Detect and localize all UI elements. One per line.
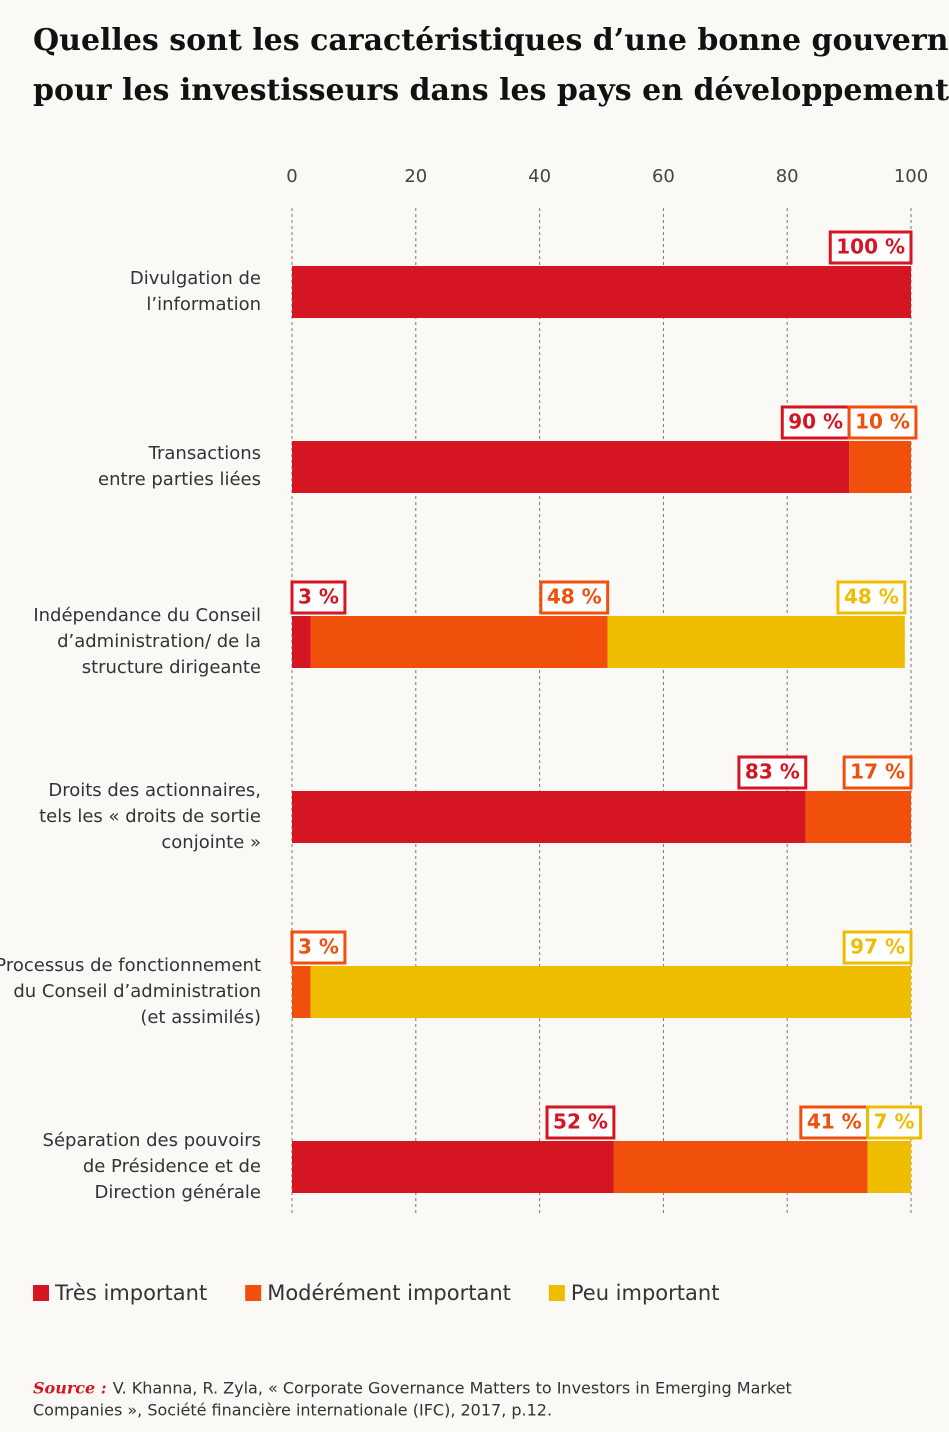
value-label: 90 % — [788, 410, 843, 434]
bar-segment — [310, 966, 911, 1018]
category-label: Transactions — [148, 443, 261, 464]
bar-segment — [805, 791, 911, 843]
category-label: (et assimilés) — [140, 1007, 261, 1028]
x-tick-label: 60 — [652, 166, 675, 187]
category-label: du Conseil d’administration — [13, 981, 261, 1002]
source-text: V. Khanna, R. Zyla, « Corporate Governan… — [113, 1379, 792, 1398]
category-label: entre parties liées — [98, 469, 261, 490]
bar-segment — [292, 1141, 614, 1193]
bar-segment — [292, 616, 311, 668]
value-label: 17 % — [850, 760, 905, 784]
value-label-frame — [290, 930, 347, 965]
bar-segment — [613, 1141, 868, 1193]
category-label: conjointe » — [161, 832, 261, 853]
category-label: de Présidence et de — [83, 1156, 261, 1177]
legend-label: Peu important — [571, 1281, 720, 1305]
value-label-box: 100 % — [828, 230, 913, 265]
value-label-box: 7 % — [866, 1105, 923, 1140]
bar-segment — [292, 791, 806, 843]
value-label-frame — [290, 580, 347, 615]
category-label: tels les « droits de sortie — [39, 806, 261, 827]
value-label-box: 41 % — [799, 1105, 870, 1140]
bar-segment — [292, 266, 911, 318]
value-label-frame — [539, 580, 610, 615]
value-label-frame — [799, 1105, 870, 1140]
category-label: d’administration/ de la — [57, 631, 261, 652]
source-text: Companies », Société financière internat… — [33, 1401, 552, 1420]
value-label-box: 48 % — [836, 580, 907, 615]
value-label: 100 % — [836, 235, 905, 259]
value-label-frame — [828, 230, 913, 265]
value-label-box: 3 % — [290, 930, 347, 965]
value-label-frame — [545, 1105, 616, 1140]
value-label: 3 % — [298, 585, 339, 609]
value-label-box: 17 % — [842, 755, 913, 790]
value-label: 48 % — [844, 585, 899, 609]
value-label: 41 % — [807, 1110, 862, 1134]
value-label: 97 % — [850, 935, 905, 959]
value-label-frame — [842, 755, 913, 790]
value-label: 52 % — [553, 1110, 608, 1134]
x-tick-label: 40 — [528, 166, 551, 187]
bar-segment — [310, 616, 608, 668]
legend-label: Très important — [54, 1281, 207, 1305]
source-label: Source : — [33, 1379, 107, 1398]
category-label: Indépendance du Conseil — [33, 605, 261, 626]
value-label-frame — [836, 580, 907, 615]
bar-segment — [292, 966, 311, 1018]
category-label: Divulgation de — [130, 268, 261, 289]
category-label: Droits des actionnaires, — [48, 780, 261, 801]
value-label-box: 48 % — [539, 580, 610, 615]
bar-segment — [292, 441, 850, 493]
value-label: 10 % — [855, 410, 910, 434]
bar-segment — [849, 441, 911, 493]
x-tick-label: 100 — [894, 166, 928, 187]
x-tick-label: 0 — [286, 166, 297, 187]
category-label: structure dirigeante — [82, 657, 261, 678]
category-label: Processus de fonctionnement — [0, 955, 261, 976]
value-label-frame — [737, 755, 808, 790]
value-label-box: 97 % — [842, 930, 913, 965]
value-label-box: 90 % — [780, 405, 851, 440]
category-label: Séparation des pouvoirs — [43, 1130, 261, 1151]
legend-swatch — [245, 1285, 262, 1301]
value-label-box: 83 % — [737, 755, 808, 790]
category-label: Direction générale — [94, 1182, 261, 1203]
value-label-box: 52 % — [545, 1105, 616, 1140]
bar-segment — [867, 1141, 911, 1193]
bar-segment — [607, 616, 905, 668]
value-label: 7 % — [874, 1110, 915, 1134]
value-label-frame — [780, 405, 851, 440]
value-label: 83 % — [745, 760, 800, 784]
x-tick-label: 80 — [776, 166, 799, 187]
legend-swatch — [33, 1285, 49, 1301]
chart-title: pour les investisseurs dans les pays en … — [33, 73, 949, 108]
legend-swatch — [548, 1285, 565, 1301]
chart-title: Quelles sont les caractéristiques d’une … — [33, 23, 949, 58]
value-label-box: 10 % — [847, 405, 918, 440]
value-label-frame — [847, 405, 918, 440]
value-label-box: 3 % — [290, 580, 347, 615]
legend-label: Modérément important — [267, 1281, 511, 1305]
value-label: 48 % — [547, 585, 602, 609]
value-label-frame — [842, 930, 913, 965]
value-label: 3 % — [298, 935, 339, 959]
category-label: l’information — [146, 294, 261, 315]
value-label-frame — [866, 1105, 923, 1140]
x-tick-label: 20 — [404, 166, 427, 187]
